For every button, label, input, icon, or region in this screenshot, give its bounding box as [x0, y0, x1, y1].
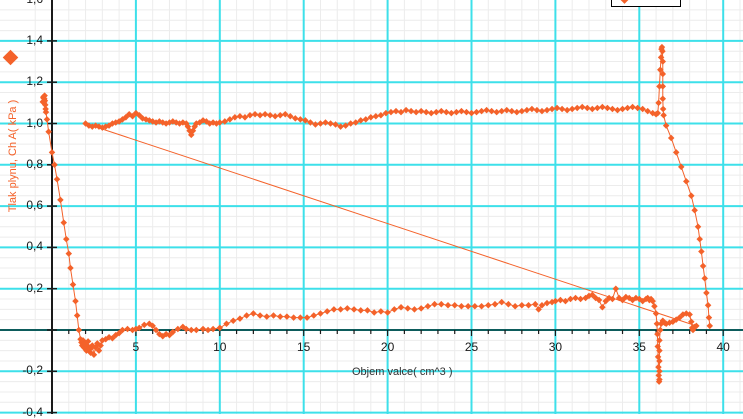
- x-tick-label: 25: [464, 340, 479, 354]
- x-tick-label: 5: [132, 340, 140, 354]
- x-tick-label: 35: [632, 340, 646, 354]
- y-tick-label: -0,2: [22, 363, 43, 378]
- y-tick-label: 1,0: [26, 115, 43, 130]
- y-axis-title: Tlak plynu, Ch A( kPa ): [7, 99, 19, 213]
- y-tick-label: 0,4: [26, 239, 43, 254]
- y-tick-label: 1,2: [26, 74, 43, 89]
- x-tick-label: 10: [213, 340, 227, 354]
- x-axis-title: Objem valce( cm^3 ): [352, 366, 453, 378]
- y-tick-label: -0,4: [22, 404, 43, 419]
- x-tick-label: 15: [297, 340, 311, 354]
- y-tick-label: 1,6: [0, 0, 43, 6]
- legend-label-run-1: Run #1: [635, 0, 670, 3]
- data-series-run-1[interactable]: [39, 43, 714, 385]
- y-tick-label: 0,6: [26, 198, 43, 213]
- legend[interactable]: Run #1: [611, 0, 682, 7]
- x-tick-label: 30: [548, 340, 563, 354]
- y-tick-label: 0,2: [26, 280, 43, 295]
- x-tick-label: 40: [716, 340, 730, 354]
- diamond-marker-icon: [618, 0, 631, 4]
- x-tick-label: 20: [380, 340, 395, 354]
- y-tick-label: 1,4: [26, 32, 43, 47]
- y-tick-label: 0,8: [26, 156, 43, 171]
